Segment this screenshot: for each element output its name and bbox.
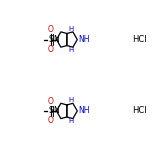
Text: N: N <box>54 106 59 116</box>
Text: H: H <box>69 26 74 32</box>
Text: H: H <box>69 119 74 124</box>
Text: N: N <box>54 35 59 44</box>
Text: NH: NH <box>78 35 90 44</box>
Text: H: H <box>69 97 74 103</box>
Text: S: S <box>49 35 53 44</box>
Text: O: O <box>48 116 54 125</box>
Text: HCl: HCl <box>132 35 147 44</box>
Text: O: O <box>48 25 54 34</box>
Text: S: S <box>49 106 53 116</box>
Text: H: H <box>69 47 74 53</box>
Text: O: O <box>48 45 54 54</box>
Text: NH: NH <box>78 106 90 116</box>
Text: HCl: HCl <box>132 106 147 116</box>
Text: O: O <box>48 97 54 106</box>
